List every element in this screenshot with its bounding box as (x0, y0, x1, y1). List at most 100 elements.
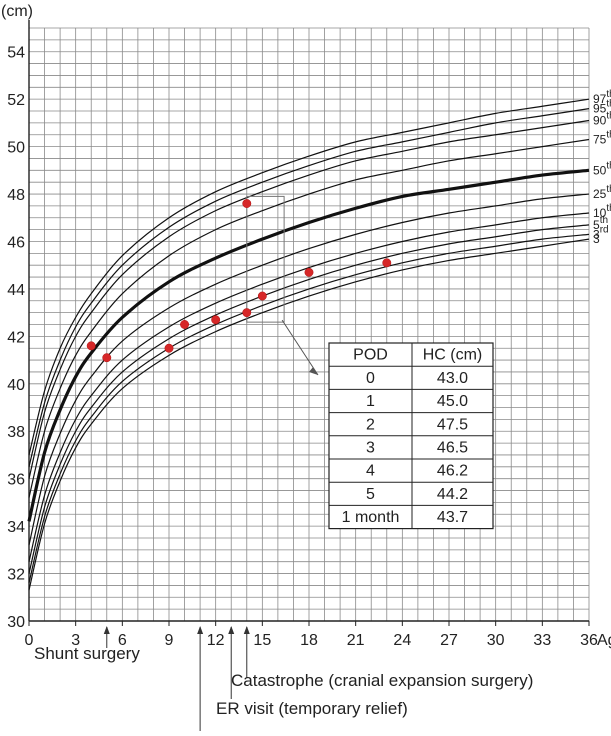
y-tick-label: 38 (7, 424, 25, 441)
y-tick-label: 52 (7, 92, 25, 109)
y-tick-label: 44 (7, 282, 25, 299)
table-cell: 44.2 (437, 486, 468, 503)
table-cell: 4 (366, 463, 375, 480)
leader-arrowhead (309, 367, 318, 375)
measurement-point (86, 341, 96, 351)
x-tick-label: 3 (71, 632, 80, 649)
table-cell: 45.0 (437, 393, 468, 410)
percentile-suffix: rd (600, 224, 609, 235)
table-cell: 43.0 (437, 370, 468, 387)
y-tick-label: 34 (7, 519, 25, 536)
percentile-number: 10 (593, 206, 607, 220)
measurement-point (242, 308, 252, 318)
table-cell: 2 (366, 416, 375, 433)
annotation-label: Catastrophe (cranial expansion surgery) (231, 671, 533, 690)
percentile-curve-90th (28, 119, 590, 479)
y-tick-label: 48 (7, 187, 25, 204)
annotation-arrowhead (243, 626, 250, 634)
y-tick-label: 32 (7, 567, 25, 584)
percentile-label: 10th (593, 203, 611, 220)
measurement-point (211, 315, 221, 325)
x-axis-label: Age (597, 632, 611, 649)
percentile-number: 50 (593, 163, 607, 177)
table-cell: 47.5 (437, 416, 468, 433)
percentile-label: 3rd (593, 224, 609, 241)
annotation-label: ER visit (temporary relief) (216, 699, 408, 718)
percentile-number: 95 (593, 102, 607, 116)
percentile-number: 97 (593, 92, 607, 106)
percentile-suffix: th (606, 89, 611, 100)
percentile-label: 95th (593, 99, 611, 116)
y-tick-label: 50 (7, 140, 25, 157)
leader-line (281, 319, 319, 376)
annotation-label: Shunt surgery (34, 644, 140, 663)
percentile-curve-50th (27, 168, 590, 522)
table-cell: 5 (366, 486, 375, 503)
y-tick-label: 40 (7, 377, 25, 394)
x-tick-label: 9 (165, 632, 174, 649)
table-header-cell: HC (cm) (423, 347, 483, 364)
percentile-label: 90th (593, 111, 611, 128)
measurement-point (102, 353, 112, 363)
percentile-label: 50th (593, 160, 611, 177)
measurement-point (257, 291, 267, 301)
highlight-box (246, 195, 285, 323)
percentile-curve-95th (28, 108, 590, 467)
x-tick-label: 27 (440, 632, 458, 649)
percentile-curves: 97th95th90th75th50th25th10th5th3rd3 (27, 89, 611, 591)
y-tick-label: 36 (7, 472, 25, 489)
table-cell: 0 (366, 370, 375, 387)
percentile-suffix: th (606, 99, 611, 110)
measurement-points (86, 195, 392, 376)
percentile-number: 3 (593, 232, 600, 246)
percentile-suffix: th (606, 203, 611, 214)
measurement-point (382, 258, 392, 268)
percentile-suffix: th (606, 160, 611, 171)
percentile-number: 75 (593, 132, 607, 146)
annotation-arrowhead (103, 626, 110, 634)
percentile-curve-3 (28, 238, 590, 591)
table-header-cell: POD (353, 347, 388, 364)
percentile-label: 25th (593, 184, 611, 201)
percentile-label: 75th (593, 129, 611, 146)
x-tick-label: 15 (253, 632, 271, 649)
y-tick-label: 54 (7, 45, 25, 62)
x-tick-label: 0 (25, 632, 34, 649)
x-tick-label: 30 (487, 632, 505, 649)
table-cell: 3 (366, 440, 375, 457)
annotation-arrowhead (197, 626, 204, 634)
percentile-curve-10th (28, 212, 590, 562)
percentile-number: 3 (593, 227, 600, 241)
percentile-curve-75th (28, 138, 590, 498)
percentile-number: 5 (593, 218, 600, 232)
annotation-arrowhead (228, 626, 235, 634)
pod-table: POD HC (cm) 0 43.0 1 45.0 2 47.5 3 46.5 4 46.2 5 44.2… (328, 342, 494, 530)
percentile-curve-5th (28, 224, 590, 574)
percentile-number: 90 (593, 114, 607, 128)
measurement-point (180, 320, 190, 329)
percentile-label: 97th (593, 89, 611, 106)
x-tick-label: 33 (533, 632, 551, 649)
x-tick-label: 18 (300, 632, 318, 649)
percentile-label: 5th (593, 215, 608, 232)
annotations: Shunt surgery Catastrophe (cranial expans… (34, 626, 533, 731)
percentile-suffix: th (600, 215, 608, 226)
y-tick-label: 42 (7, 329, 25, 346)
percentile-label: 3 (593, 232, 600, 246)
measurement-point (304, 267, 314, 277)
y-axis-label: (cm) (1, 3, 33, 20)
table-cell: 43.7 (437, 509, 468, 526)
measurement-point (164, 343, 174, 353)
percentile-suffix: th (606, 184, 611, 195)
table-cell: 46.5 (437, 440, 468, 457)
table-cell: 1 month (342, 509, 400, 526)
measurement-point (242, 199, 252, 208)
percentile-curve-25th (28, 193, 590, 546)
percentile-curve-97th (28, 98, 590, 456)
x-tick-label: 24 (393, 632, 411, 649)
y-tick-label: 46 (7, 234, 25, 251)
x-tick-label: 6 (118, 632, 127, 649)
table-cell: 1 (366, 393, 375, 410)
